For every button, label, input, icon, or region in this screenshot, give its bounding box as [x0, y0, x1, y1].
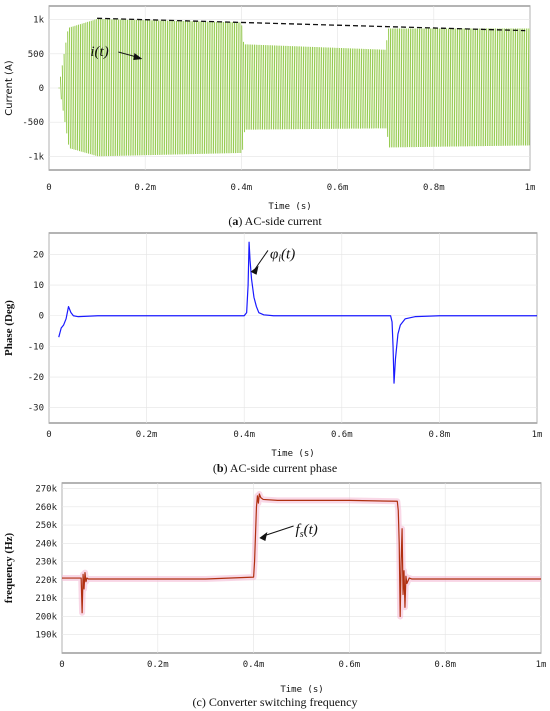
y-tick-label: 260k: [35, 503, 57, 513]
annotation-label: φi(t): [270, 246, 295, 264]
x-tick-label: 0: [46, 183, 51, 193]
ticks-a: 0 0.2m 0.4m 0.6m 0.8m 1m 1k 500 0 -500 -1k: [22, 16, 535, 193]
y-tick-label: 0: [39, 312, 44, 322]
series-line: [58, 19, 530, 157]
x-tick-label: 0.6m: [327, 183, 349, 193]
x-tick-label: 1m: [536, 660, 547, 670]
y-tick-label: 0: [39, 84, 44, 94]
y-tick-label: 220k: [35, 576, 57, 586]
series-line: [62, 493, 541, 618]
x-tick-label: 0.2m: [134, 183, 156, 193]
x-tick-label: 0.8m: [429, 430, 451, 440]
x-tick-label: 0.6m: [339, 660, 361, 670]
x-tick-label: 0.4m: [233, 430, 255, 440]
x-tick-label: 0.2m: [136, 430, 158, 440]
caption-a: (a) AC-side current: [228, 214, 322, 228]
panel-b: 0 0.2m 0.4m 0.6m 0.8m 1m 20 10 0 -10 -20 -30 Phase …: [3, 232, 543, 475]
y-tick-label: -500: [22, 118, 44, 128]
y-tick-label: 200k: [35, 612, 57, 622]
x-tick-label: 0.4m: [231, 183, 253, 193]
ylabel-c: frequency (Hz): [3, 532, 15, 603]
caption-c-text: Converter switching frequency: [209, 695, 358, 709]
panel-a: 0 0.2m 0.4m 0.6m 0.8m 1m 1k 500 0 -500 -1k Current…: [4, 5, 535, 228]
x-tick-label: 0: [46, 430, 51, 440]
series-b: [58, 241, 537, 384]
y-tick-label: 210k: [35, 594, 57, 604]
caption-b-text: AC-side current phase: [230, 461, 337, 475]
y-tick-label: 1k: [33, 16, 44, 26]
caption-c-label: c: [197, 695, 202, 709]
annotation-c: fs(t): [259, 522, 318, 542]
x-tick-label: 1m: [525, 183, 536, 193]
xlabel-a: Time (s): [268, 202, 311, 212]
ticks-c: 0 0.2m 0.4m 0.6m 0.8m 1m 270k 260k 250k 240k 230k 2…: [35, 484, 546, 670]
x-tick-label: 0.4m: [243, 660, 265, 670]
annotation-arrowhead: [133, 53, 143, 61]
y-tick-label: 230k: [35, 558, 57, 568]
ylabel-a: Current (A): [4, 60, 15, 115]
caption-b-label: b: [217, 461, 224, 475]
x-tick-label: 0: [59, 660, 64, 670]
x-tick-label: 0.8m: [434, 660, 456, 670]
y-tick-label: -30: [28, 404, 44, 414]
caption-a-text: AC-side current: [245, 214, 323, 228]
y-tick-label: -10: [28, 342, 44, 352]
annotation-a: i(t): [90, 44, 143, 61]
annotation-label: i(t): [90, 44, 108, 60]
annotation-arrowhead: [250, 265, 259, 275]
caption-c: (c) Converter switching frequency: [193, 695, 358, 709]
series-c: [62, 490, 541, 620]
annotation-arrow: [263, 525, 294, 537]
x-tick-label: 1m: [532, 430, 543, 440]
series-a: [58, 17, 530, 157]
y-tick-label: 270k: [35, 484, 57, 494]
plot-frame-b: [48, 232, 538, 424]
x-tick-label: 0.8m: [423, 183, 445, 193]
y-tick-label: 10: [33, 281, 44, 291]
y-tick-label: 240k: [35, 539, 57, 549]
y-tick-label: -1k: [28, 152, 45, 162]
y-tick-label: 500: [28, 50, 44, 60]
x-tick-label: 0.6m: [331, 430, 353, 440]
caption-b: (b) AC-side current phase: [213, 461, 337, 475]
caption-a-label: a: [232, 214, 238, 228]
y-tick-label: 20: [33, 250, 44, 260]
y-tick-label: 190k: [35, 631, 57, 641]
ticks-b: 0 0.2m 0.4m 0.6m 0.8m 1m 20 10 0 -10 -20 -30: [28, 250, 543, 440]
trend-line: [97, 17, 526, 32]
y-tick-label: -20: [28, 373, 44, 383]
annotation-arrow: [254, 250, 269, 271]
annotation-label: fs(t): [296, 522, 318, 540]
x-tick-label: 0.2m: [147, 660, 169, 670]
ylabel-b: Phase (Deg): [3, 300, 15, 356]
xlabel-c: Time (s): [280, 685, 323, 695]
y-tick-label: 250k: [35, 521, 57, 531]
plot-frame-c: [61, 482, 542, 654]
xlabel-b: Time (s): [271, 449, 314, 459]
annotation-b: φi(t): [250, 246, 295, 275]
panel-c: 0 0.2m 0.4m 0.6m 0.8m 1m 270k 260k 250k 240k 230k 2…: [3, 482, 546, 709]
annotation-arrowhead: [259, 532, 268, 542]
series-line: [58, 241, 537, 384]
